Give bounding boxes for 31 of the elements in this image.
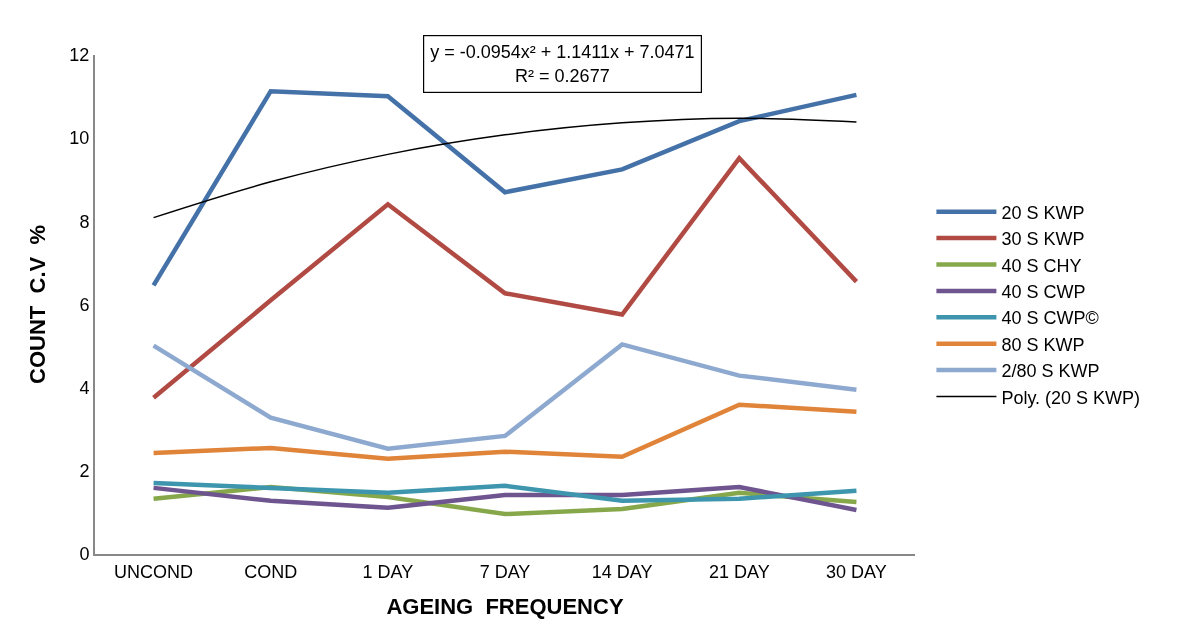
x-tick-label: COND [244,561,298,582]
x-tick-label: 7 DAY [479,561,531,582]
line-series [151,342,859,452]
line-series [151,88,859,288]
line-series [151,480,859,504]
legend-label: 2/80 S KWP [1001,361,1100,382]
legend-label: Poly. (20 S KWP) [1001,387,1141,408]
y-tick-label: 2 [79,461,90,482]
x-tick-label: UNCOND [114,561,194,582]
line-series [152,117,858,219]
x-tick-label: 30 DAY [826,561,887,582]
x-tick-label: 14 DAY [591,561,653,582]
y-tick-label: 6 [79,294,90,315]
line-series [151,402,859,462]
legend-label: 40 S CWP [1001,281,1086,302]
legend-label: 20 S KWP [1001,202,1085,223]
line-series [151,155,859,400]
annotation: y = -0.0954x² + 1.1411x + 7.0471 R² = 0.2677 [430,42,695,86]
legend-label: 40 S CWP© [1001,308,1099,329]
legend-label: 80 S KWP [1001,334,1085,355]
x-tick-label: 21 DAY [708,561,770,582]
y-tick-label: 4 [79,377,90,398]
y-tick-label: 12 [69,45,90,66]
y-tick-label: 8 [79,211,90,232]
x-tick-label: 1 DAY [362,561,414,582]
legend-label: 40 S CHY [1001,255,1082,276]
x-axis-title: AGEING FREQUENCY [386,594,624,619]
y-tick-label: 10 [69,128,90,149]
y-tick-label: 0 [79,544,90,565]
legend-label: 30 S KWP [1001,229,1085,250]
y-axis-title: COUNT C.V % [24,225,50,384]
